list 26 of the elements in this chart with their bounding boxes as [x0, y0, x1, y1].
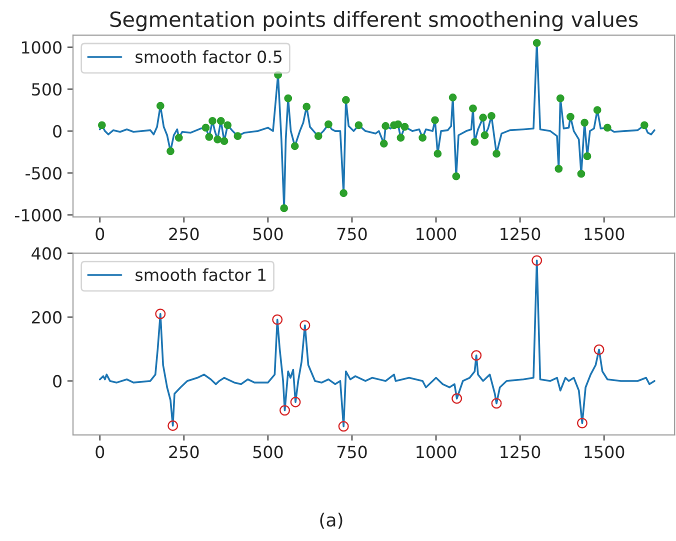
- x-tick-label: 1500: [584, 446, 624, 458]
- x-tick-label: 1250: [500, 228, 540, 240]
- x-tick-label: 500: [253, 446, 283, 458]
- text: (a): [320, 512, 342, 529]
- y-tick-label: -500: [26, 166, 62, 180]
- x-tick-label: 1000: [416, 446, 456, 458]
- y-tick-label: -1000: [14, 208, 62, 222]
- x-tick-label: 1500: [584, 228, 624, 240]
- x-tick-label: 250: [169, 446, 199, 458]
- x-tick-label: 750: [337, 228, 367, 240]
- x-tick-label: 0: [96, 228, 104, 240]
- x-tick-label: 250: [169, 228, 199, 240]
- x-tick-label: 750: [337, 446, 367, 458]
- legend-label: smooth factor 0.5: [136, 50, 282, 64]
- y-tick-label: 0: [53, 374, 62, 388]
- y-tick-label: 1000: [22, 41, 62, 54]
- chart-title: Segmentation points different smoothening values: [110, 11, 638, 32]
- x-tick-label: 500: [253, 228, 283, 240]
- x-tick-label: 0: [96, 446, 104, 458]
- x-tick-label: 1000: [416, 228, 456, 240]
- y-tick-label: 200: [32, 311, 62, 324]
- y-tick-label: 0: [53, 125, 62, 138]
- x-tick-label: 1250: [500, 446, 540, 458]
- y-tick-label: 400: [32, 247, 62, 260]
- y-tick-label: 500: [32, 83, 62, 96]
- legend-label: smooth factor 1: [136, 268, 266, 282]
